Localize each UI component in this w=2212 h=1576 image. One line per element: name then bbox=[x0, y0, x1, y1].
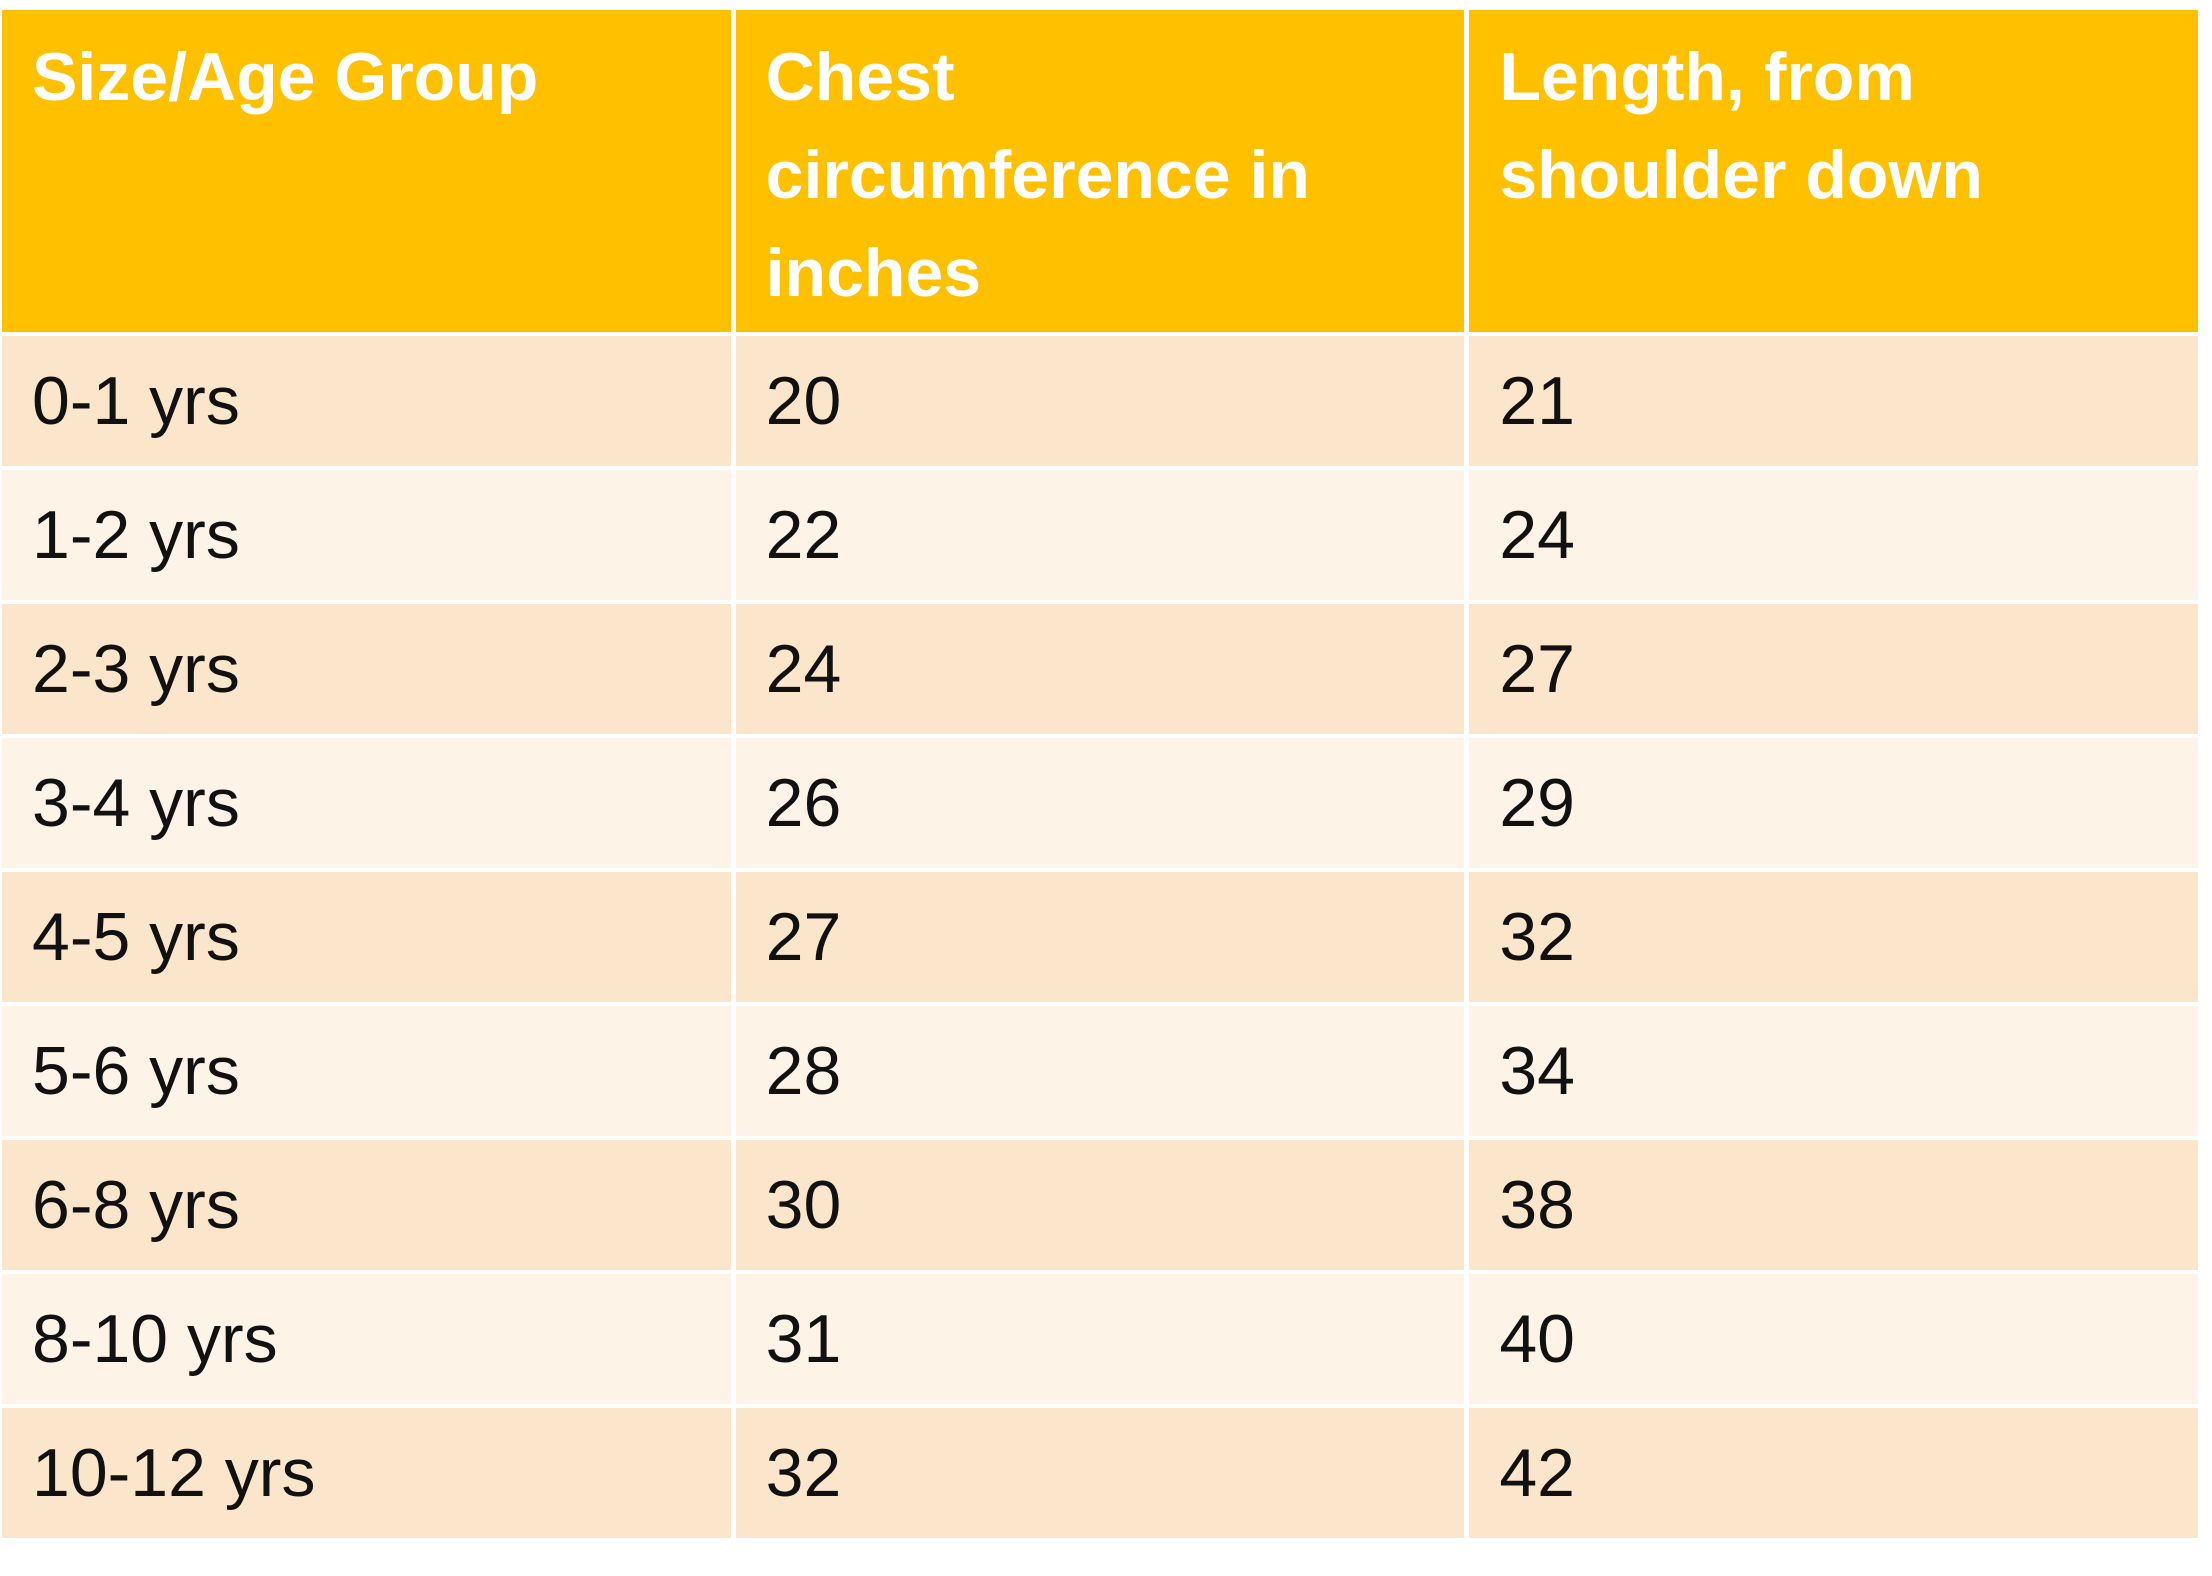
header-cell: Chest circumference in inches bbox=[735, 10, 1465, 332]
table-cell: 22 bbox=[735, 470, 1465, 600]
table-cell: 24 bbox=[1469, 470, 2198, 600]
header-cell: Length, from shoulder down bbox=[1469, 10, 2198, 332]
table-row: 3-4 yrs 26 29 bbox=[2, 738, 2198, 868]
table-cell: 3-4 yrs bbox=[2, 738, 731, 868]
table-row: 2-3 yrs 24 27 bbox=[2, 604, 2198, 734]
table-cell: 40 bbox=[1469, 1274, 2198, 1404]
table-cell: 34 bbox=[1469, 1006, 2198, 1136]
table-row: 5-6 yrs 28 34 bbox=[2, 1006, 2198, 1136]
table-cell: 5-6 yrs bbox=[2, 1006, 731, 1136]
table-cell: 4-5 yrs bbox=[2, 872, 731, 1002]
table-cell: 2-3 yrs bbox=[2, 604, 731, 734]
table-row: 6-8 yrs 30 38 bbox=[2, 1140, 2198, 1270]
size-table: Size/Age Group Chest circumference in inc… bbox=[0, 6, 2203, 1542]
table-cell: 10-12 yrs bbox=[2, 1408, 731, 1538]
table-row: 0-1 yrs 20 21 bbox=[2, 336, 2198, 466]
table-header: Size/Age Group Chest circumference in inc… bbox=[2, 10, 2198, 332]
table-body: 0-1 yrs 20 21 1-2 yrs 22 24 2-3 yrs 24 27 3-4 yrs… bbox=[2, 336, 2198, 1538]
table-cell: 26 bbox=[735, 738, 1465, 868]
table-cell: 27 bbox=[735, 872, 1465, 1002]
table-cell: 32 bbox=[1469, 872, 2198, 1002]
table-cell: 20 bbox=[735, 336, 1465, 466]
table-cell: 32 bbox=[735, 1408, 1465, 1538]
table-cell: 38 bbox=[1469, 1140, 2198, 1270]
table-cell: 1-2 yrs bbox=[2, 470, 731, 600]
table-cell: 42 bbox=[1469, 1408, 2198, 1538]
table-cell: 28 bbox=[735, 1006, 1465, 1136]
table-cell: 29 bbox=[1469, 738, 2198, 868]
table-cell: 21 bbox=[1469, 336, 2198, 466]
table-row: 1-2 yrs 22 24 bbox=[2, 470, 2198, 600]
table-row: 10-12 yrs 32 42 bbox=[2, 1408, 2198, 1538]
table-cell: 24 bbox=[735, 604, 1465, 734]
header-cell: Size/Age Group bbox=[2, 10, 731, 332]
table-row: 8-10 yrs 31 40 bbox=[2, 1274, 2198, 1404]
table-cell: 8-10 yrs bbox=[2, 1274, 731, 1404]
table-cell: 6-8 yrs bbox=[2, 1140, 731, 1270]
table-cell: 0-1 yrs bbox=[2, 336, 731, 466]
table-cell: 27 bbox=[1469, 604, 2198, 734]
header-row: Size/Age Group Chest circumference in inc… bbox=[2, 10, 2198, 332]
table-cell: 31 bbox=[735, 1274, 1465, 1404]
table-cell: 30 bbox=[735, 1140, 1465, 1270]
table-row: 4-5 yrs 27 32 bbox=[2, 872, 2198, 1002]
